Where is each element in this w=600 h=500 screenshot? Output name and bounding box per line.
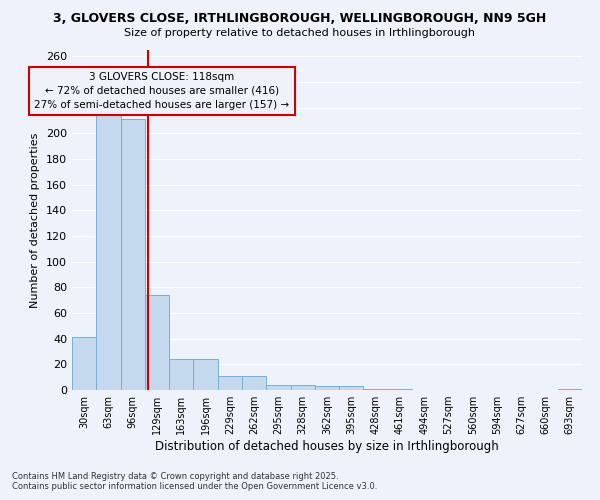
Bar (388, 388, 412, 390)
Bar (364, 388, 388, 390)
Bar (96, 113, 121, 390)
Bar (121, 120, 145, 390)
Bar (315, 386, 339, 390)
Text: Contains HM Land Registry data © Crown copyright and database right 2025.
Contai: Contains HM Land Registry data © Crown c… (12, 472, 377, 491)
Bar (266, 385, 290, 390)
Text: 3 GLOVERS CLOSE: 118sqm
← 72% of detached houses are smaller (416)
27% of semi-d: 3 GLOVERS CLOSE: 118sqm ← 72% of detache… (34, 72, 289, 110)
Bar (72, 338, 96, 390)
Bar (218, 376, 242, 390)
Y-axis label: Number of detached properties: Number of detached properties (31, 132, 40, 308)
Text: Size of property relative to detached houses in Irthlingborough: Size of property relative to detached ho… (125, 28, 476, 38)
Bar (339, 386, 364, 390)
X-axis label: Distribution of detached houses by size in Irthlingborough: Distribution of detached houses by size … (155, 440, 499, 453)
Text: 3, GLOVERS CLOSE, IRTHLINGBOROUGH, WELLINGBOROUGH, NN9 5GH: 3, GLOVERS CLOSE, IRTHLINGBOROUGH, WELLI… (53, 12, 547, 26)
Bar (145, 295, 169, 390)
Bar (193, 359, 218, 390)
Bar (290, 385, 315, 390)
Bar (242, 376, 266, 390)
Bar (169, 359, 193, 390)
Bar (558, 388, 582, 390)
